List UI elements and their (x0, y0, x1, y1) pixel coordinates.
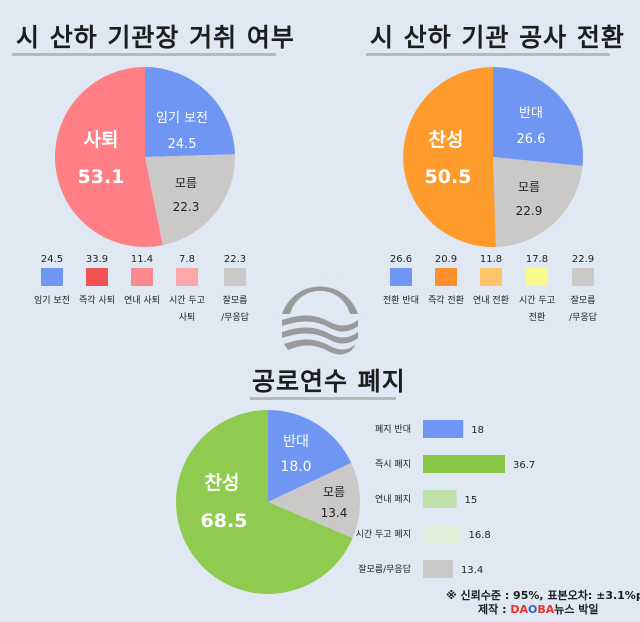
bar-category-label-4: 시간 두고 폐지 (356, 528, 411, 540)
c1-legend-label-4a: 시간 두고 (169, 295, 205, 306)
c1-legend-label-5b: /무응답 (221, 311, 249, 323)
c3-slice-1 (268, 410, 352, 502)
c1-slice-2 (145, 154, 236, 246)
c3-slice-label-name-1: 찬성 (205, 472, 240, 494)
c1-legend-value-3: 11.4 (131, 254, 153, 265)
c1-legend-value-2: 33.9 (86, 254, 108, 265)
c2-legend-swatch-1 (390, 268, 412, 286)
c2-legend-value-2: 20.9 (435, 254, 457, 265)
c2-legend-label-4a: 시간 두고 (519, 295, 555, 306)
c2-legend-label-4b: 전환 (529, 311, 546, 323)
bar-value-label-5: 13.4 (461, 565, 483, 576)
bar-2 (423, 455, 505, 473)
bar-1 (423, 420, 464, 438)
c1-legend-swatch-1 (41, 268, 63, 286)
bar-value-label-3: 15 (465, 495, 478, 506)
bar-value-label-4: 16.8 (469, 530, 491, 541)
c3-slice-label-name-2: 반대 (283, 434, 309, 450)
bar-category-label-2: 즉시 폐지 (375, 458, 411, 470)
c3-slice-label-value-3: 13.4 (321, 506, 348, 520)
c2-slice-2 (493, 157, 583, 247)
c2-legend-label-2: 즉각 전환 (428, 294, 464, 306)
c2-legend-label-5b: /무응답 (569, 311, 597, 323)
confidence-footnote: ※ 신뢰수준 : 95%, 표본오차: ±3.1%p (446, 589, 640, 602)
c2-legend-swatch-3 (480, 268, 502, 286)
c2-legend-swatch-4 (526, 268, 548, 286)
c1-legend-value-5: 22.3 (224, 254, 246, 265)
chart3-title-underline (250, 397, 396, 400)
c2-legend-label-1: 전환 반대 (383, 294, 419, 306)
c2-slice-1 (493, 67, 584, 167)
credit-footnote: 제작 : DAOBA뉴스 박일 (478, 601, 599, 617)
c3-slice-label-name-3: 모름 (323, 485, 345, 499)
c2-legend-value-3: 11.8 (480, 254, 502, 265)
c1-slice-label-name-1: 사퇴 (84, 129, 119, 151)
c2-legend-value-4: 17.8 (526, 254, 548, 265)
bar-category-label-1: 폐지 반대 (375, 423, 411, 435)
c1-slice-label-value-3: 22.3 (173, 200, 200, 214)
c2-slice-label-name-3: 모름 (518, 180, 540, 194)
c3-slice-label-value-2: 18.0 (280, 459, 311, 475)
brand-rest: 뉴스 박일 (554, 603, 599, 616)
c2-legend-value-5: 22.9 (572, 254, 594, 265)
brand-da: DA (510, 603, 528, 616)
c1-slice-3 (54, 67, 163, 247)
chart2-title-underline (366, 53, 610, 56)
chart3-title: 공로연수 폐지 (252, 367, 406, 396)
c2-slice-label-name-1: 찬성 (429, 129, 464, 151)
chart2-title: 시 산하 기관 공사 전환 (370, 23, 625, 52)
c1-slice-label-name-2: 임기 보전 (156, 111, 208, 126)
c2-slice-3 (403, 67, 496, 247)
chart1-title: 시 산하 기관장 거취 여부 (16, 23, 295, 52)
c1-legend-label-2: 즉각 사퇴 (79, 294, 115, 306)
c1-legend-swatch-5 (224, 268, 246, 286)
credit-prefix: 제작 : (478, 603, 511, 616)
c3-slice-2 (268, 462, 361, 539)
bar-category-label-5: 잘모름/무응답 (358, 563, 411, 575)
c2-legend-label-3: 연내 전환 (473, 294, 509, 306)
bar-value-label-2: 36.7 (513, 460, 535, 471)
bar-category-label-3: 연내 폐지 (375, 493, 411, 505)
c2-legend-swatch-5 (572, 268, 594, 286)
c1-legend-label-1: 임기 보전 (34, 294, 70, 306)
c3-slice-3 (175, 410, 353, 594)
c2-slice-label-name-2: 반대 (519, 106, 543, 121)
c1-legend-swatch-3 (131, 268, 153, 286)
c1-slice-label-value-1: 53.1 (78, 166, 125, 188)
c2-legend-swatch-2 (435, 268, 457, 286)
c1-slice-label-name-3: 모름 (175, 176, 197, 190)
c1-slice-1 (145, 67, 235, 157)
bar-5 (423, 560, 453, 578)
brand-o: O (527, 603, 538, 616)
c1-legend-value-1: 24.5 (41, 254, 63, 265)
c1-slice-label-value-2: 24.5 (168, 137, 197, 152)
c1-legend-label-3: 연내 사퇴 (124, 295, 160, 306)
c2-slice-label-value-3: 22.9 (516, 204, 543, 218)
c2-legend-label-5a: 잘모름 (571, 294, 596, 306)
city-emblem-logo (274, 272, 366, 364)
chart1-title-underline (12, 53, 276, 56)
c1-legend-swatch-4 (176, 268, 198, 286)
c3-slice-label-value-1: 68.5 (201, 510, 248, 532)
c2-slice-label-value-1: 50.5 (425, 166, 472, 188)
bar-value-label-1: 18 (471, 425, 484, 436)
brand-ba: BA (537, 603, 555, 616)
bar-3 (423, 490, 457, 508)
bar-4 (423, 525, 461, 543)
c1-legend-label-4b: 사퇴 (179, 312, 196, 323)
c2-legend-value-1: 26.6 (390, 254, 412, 265)
c1-legend-value-4: 7.8 (179, 254, 195, 265)
c1-legend-swatch-2 (86, 268, 108, 286)
c2-slice-label-value-2: 26.6 (517, 132, 546, 147)
c1-legend-label-5a: 잘모름 (223, 294, 248, 306)
